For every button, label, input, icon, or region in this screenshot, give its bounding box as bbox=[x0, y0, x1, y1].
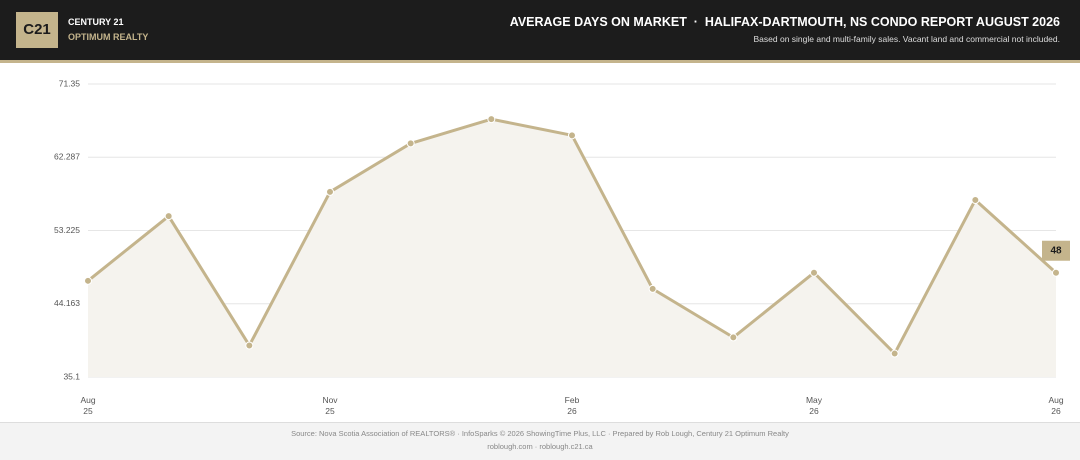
x-tick-line: Nov bbox=[322, 395, 338, 405]
point bbox=[1052, 268, 1060, 277]
chart-subtitle: Based on single and multi-family sales. … bbox=[753, 34, 1060, 44]
x-tick-label: Feb 26 bbox=[565, 395, 580, 416]
value-badge bbox=[1042, 240, 1070, 261]
x-tick-line: Aug bbox=[1048, 395, 1063, 405]
source: Source: Nova Scotia Association of REALT… bbox=[291, 429, 789, 438]
value-label: 48 bbox=[1050, 245, 1062, 256]
point bbox=[245, 341, 254, 350]
y-tick-label: 71.35 bbox=[59, 78, 81, 88]
x-tick-label: Aug 25 bbox=[80, 395, 95, 416]
point bbox=[568, 131, 576, 140]
brand: CENTURY 21 bbox=[68, 17, 124, 27]
point bbox=[971, 195, 980, 204]
x-tick-line: 25 bbox=[83, 406, 93, 416]
point bbox=[326, 187, 334, 196]
y-tick-label: 35.1 bbox=[63, 371, 80, 381]
brand-sub: OPTIMUM REALTY bbox=[68, 32, 149, 42]
x-tick-label: Aug 26 bbox=[1048, 395, 1063, 416]
links: roblough.com · roblough.c21.ca bbox=[487, 442, 593, 451]
logo: C21 bbox=[16, 12, 58, 48]
x-tick-label: Nov 25 bbox=[322, 395, 338, 416]
x-tick-line: 26 bbox=[567, 406, 577, 416]
area bbox=[88, 119, 1056, 377]
y-tick-label: 44.163 bbox=[54, 298, 80, 308]
point bbox=[84, 276, 92, 285]
point bbox=[406, 139, 415, 148]
x-tick-line: 26 bbox=[1051, 406, 1061, 416]
footer: Source: Nova Scotia Association of REALT… bbox=[0, 422, 1080, 460]
y-tick-label: 62.287 bbox=[54, 152, 80, 162]
point bbox=[487, 115, 496, 124]
header: C21 CENTURY 21 OPTIMUM REALTY AVERAGE DA… bbox=[0, 0, 1080, 63]
point bbox=[810, 268, 818, 277]
point bbox=[164, 212, 173, 221]
x-tick-line: 26 bbox=[809, 406, 819, 416]
point bbox=[648, 284, 657, 293]
x-tick-line: May bbox=[806, 395, 823, 405]
y-tick-label: 53.225 bbox=[54, 225, 80, 235]
x-tick-label: May 26 bbox=[806, 395, 823, 416]
x-tick-line: Aug bbox=[80, 395, 95, 405]
chart-title: AVERAGE DAYS ON MARKET · HALIFAX-DARTMOU… bbox=[509, 15, 1060, 29]
point bbox=[729, 333, 738, 342]
x-tick-line: Feb bbox=[565, 395, 580, 405]
x-tick-line: 25 bbox=[325, 406, 335, 416]
point bbox=[890, 349, 899, 358]
